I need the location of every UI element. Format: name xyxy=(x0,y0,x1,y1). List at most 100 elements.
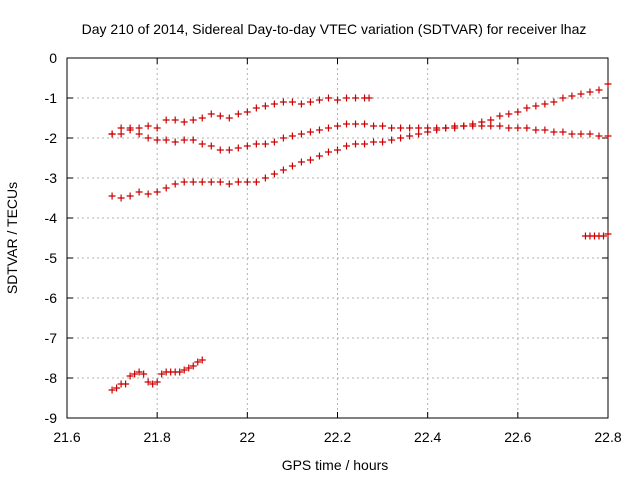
data-point xyxy=(144,190,152,198)
data-point xyxy=(135,368,143,376)
x-tick-label: 22.8 xyxy=(594,429,621,445)
chart-title: Day 210 of 2014, Sidereal Day-to-day VTE… xyxy=(82,21,587,37)
data-point xyxy=(297,100,305,108)
data-point xyxy=(415,124,423,132)
data-point xyxy=(113,384,121,392)
data-point xyxy=(162,116,170,124)
data-point xyxy=(324,124,332,132)
data-point xyxy=(207,142,215,150)
data-point xyxy=(117,124,125,132)
data-point xyxy=(144,134,152,142)
data-point xyxy=(194,358,202,366)
data-point xyxy=(225,114,233,122)
data-point xyxy=(559,128,567,136)
data-point xyxy=(595,86,603,94)
data-point xyxy=(225,146,233,154)
data-point xyxy=(126,192,134,200)
data-point xyxy=(171,138,179,146)
data-point xyxy=(397,134,405,142)
data-point xyxy=(306,156,314,164)
y-tick-label: -8 xyxy=(45,370,58,386)
data-point xyxy=(577,90,585,98)
data-point xyxy=(505,110,513,118)
data-point xyxy=(496,112,504,120)
data-points xyxy=(108,80,612,394)
data-point xyxy=(243,108,251,116)
data-point xyxy=(505,124,513,132)
data-point xyxy=(108,130,116,138)
data-point xyxy=(108,192,116,200)
data-point xyxy=(397,124,405,132)
data-point xyxy=(541,126,549,134)
axis-ticks: 21.6 21.8 22 22.2 22.4 22.6 22.8 0 -1 -2 -3 -4 -5 -6 -… xyxy=(45,50,622,445)
data-point xyxy=(270,170,278,178)
data-point xyxy=(198,356,206,364)
x-tick-label: 21.6 xyxy=(53,429,80,445)
data-point xyxy=(288,132,296,140)
data-point xyxy=(252,178,260,186)
data-point xyxy=(153,136,161,144)
data-point xyxy=(216,146,224,154)
data-point xyxy=(279,134,287,142)
y-tick-label: -2 xyxy=(45,130,58,146)
data-point xyxy=(162,136,170,144)
data-point xyxy=(131,370,139,378)
data-point xyxy=(126,372,134,380)
y-axis-label: SDTVAR / TECUs xyxy=(4,182,20,294)
data-point xyxy=(370,122,378,130)
data-point xyxy=(140,370,148,378)
data-point xyxy=(162,184,170,192)
data-point xyxy=(306,128,314,136)
data-point xyxy=(288,162,296,170)
data-point xyxy=(252,140,260,148)
x-tick-label: 22.2 xyxy=(324,429,351,445)
data-point xyxy=(144,122,152,130)
y-tick-label: -4 xyxy=(45,210,58,226)
data-point xyxy=(352,94,360,102)
data-point xyxy=(324,94,332,102)
x-tick-label: 22.4 xyxy=(414,429,441,445)
data-point xyxy=(279,166,287,174)
data-point xyxy=(343,94,351,102)
data-point xyxy=(279,98,287,106)
data-point xyxy=(604,230,612,238)
data-point xyxy=(135,188,143,196)
data-point xyxy=(117,194,125,202)
data-point xyxy=(478,118,486,126)
data-point xyxy=(324,148,332,156)
data-point xyxy=(442,124,450,132)
data-point xyxy=(604,132,612,140)
data-point xyxy=(180,118,188,126)
data-point xyxy=(433,126,441,134)
data-point xyxy=(149,380,157,388)
data-point xyxy=(379,122,387,130)
data-point xyxy=(604,80,612,88)
x-tick-label: 22.6 xyxy=(504,429,531,445)
data-point xyxy=(568,130,576,138)
data-point xyxy=(334,122,341,130)
data-point xyxy=(487,122,495,130)
x-tick-label: 21.8 xyxy=(144,429,171,445)
data-point xyxy=(334,96,341,104)
data-point xyxy=(352,120,360,128)
data-point xyxy=(243,142,251,150)
data-point xyxy=(180,178,188,186)
data-point xyxy=(171,116,179,124)
data-point xyxy=(523,104,531,112)
y-tick-label: -7 xyxy=(45,330,58,346)
data-point xyxy=(406,132,414,140)
data-point xyxy=(176,368,184,376)
data-point xyxy=(225,180,233,188)
data-point xyxy=(550,98,558,106)
data-point xyxy=(424,128,432,136)
data-point xyxy=(135,130,143,138)
data-point xyxy=(315,96,323,104)
y-tick-label: -5 xyxy=(45,250,58,266)
data-point xyxy=(144,378,152,386)
data-point xyxy=(343,120,351,128)
data-point xyxy=(135,124,143,132)
data-point xyxy=(559,94,567,102)
data-point xyxy=(252,104,260,112)
data-point xyxy=(532,102,540,110)
